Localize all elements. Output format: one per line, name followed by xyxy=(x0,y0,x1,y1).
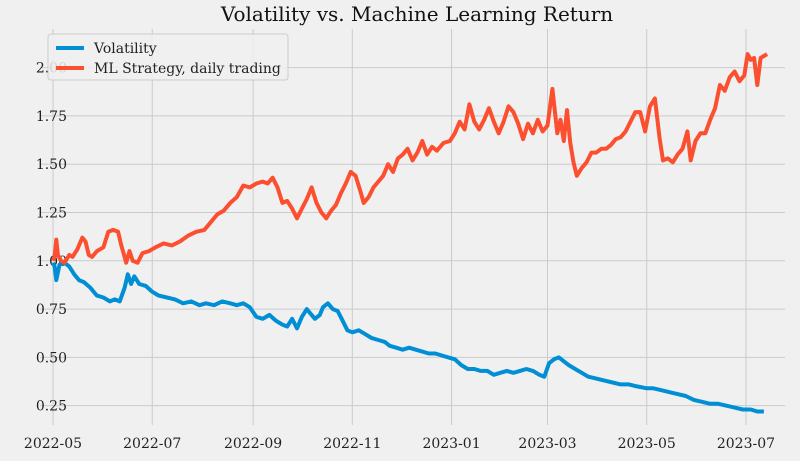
x-tick-label: 2022-05 xyxy=(24,436,82,452)
x-tick-label: 2022-11 xyxy=(323,436,381,452)
x-tick-label: 2023-05 xyxy=(618,436,676,452)
x-tick-label: 2023-03 xyxy=(518,436,576,452)
x-tick-label: 2022-07 xyxy=(123,436,181,452)
x-tick-label: 2023-07 xyxy=(717,436,775,452)
y-tick-label: 0.75 xyxy=(36,302,67,318)
series-group xyxy=(51,52,769,414)
y-tick-label: 1.75 xyxy=(36,109,67,125)
x-tick-label: 2022-09 xyxy=(224,436,282,452)
x-tick-label: 2023-01 xyxy=(422,436,480,452)
legend-label-volatility: Volatility xyxy=(93,41,157,57)
grid xyxy=(40,29,785,425)
y-tick-label: 0.25 xyxy=(36,399,67,415)
y-tick-label: 1.50 xyxy=(36,157,67,173)
series-line-ml-strategy xyxy=(51,52,769,265)
series-line-volatility xyxy=(51,260,764,414)
y-tick-label: 0.50 xyxy=(36,350,67,366)
chart-title: Volatility vs. Machine Learning Return xyxy=(220,2,613,26)
x-axis-ticks: 2022-05 2022-07 2022-09 2022-11 2023-01 2023-… xyxy=(24,436,775,452)
legend-label-ml-strategy: ML Strategy, daily trading xyxy=(94,61,281,77)
y-tick-label: 1.25 xyxy=(36,206,67,222)
legend: Volatility ML Strategy, daily trading xyxy=(47,33,289,81)
legend-box xyxy=(47,33,289,81)
